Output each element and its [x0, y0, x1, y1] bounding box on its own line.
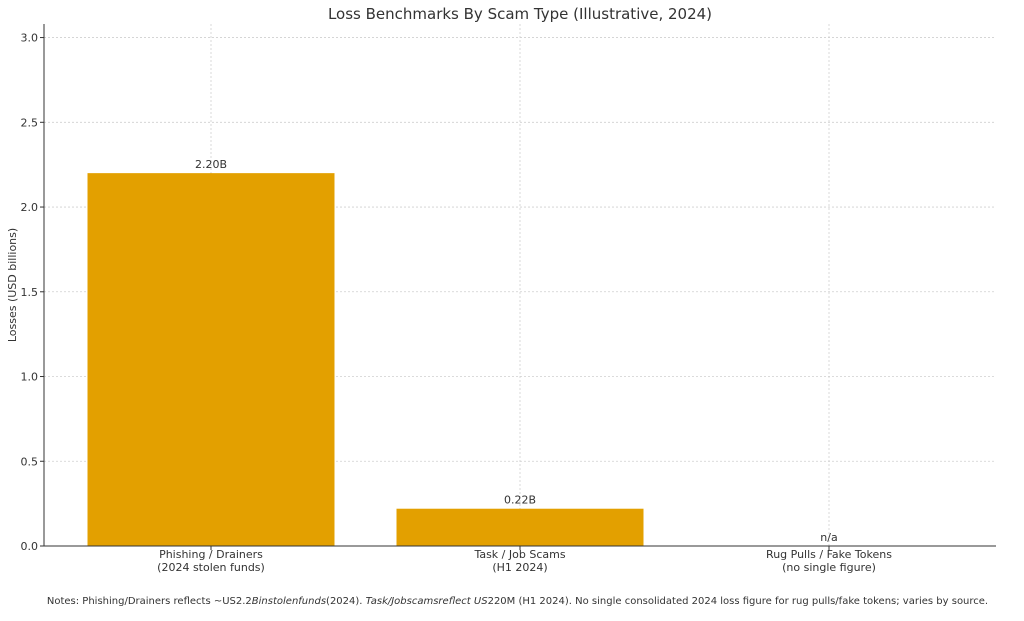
x-tick-label-line2: (2024 stolen funds)	[157, 561, 265, 574]
y-tick-label: 2.0	[21, 201, 39, 214]
y-axis-title: Losses (USD billions)	[6, 228, 19, 342]
bar	[396, 508, 644, 546]
notes-text-1: Notes: Phishing/Drainers reflects ~US2.2	[46, 596, 252, 607]
data-label: n/a	[820, 531, 837, 544]
data-label: 2.20B	[195, 158, 227, 171]
x-tick-label-line2: (no single figure)	[782, 561, 876, 574]
y-tick-label: 3.0	[21, 32, 39, 45]
y-tick-label: 0.5	[21, 455, 39, 468]
chart-title: Loss Benchmarks By Scam Type (Illustrati…	[328, 5, 712, 23]
grid-lines	[44, 24, 996, 547]
bar	[87, 173, 335, 546]
x-tick-label-line2: (H1 2024)	[492, 561, 547, 574]
data-label: 0.22B	[504, 494, 536, 507]
notes-italic-1: Binstolenfunds	[251, 596, 327, 607]
bars	[87, 173, 644, 546]
x-tick-label-line1: Phishing / Drainers	[159, 548, 263, 561]
notes-text-2: (2024).	[326, 596, 363, 607]
y-tick-label: 2.5	[21, 116, 39, 129]
notes-text-3: 220M (H1 2024). No single consolidated 2…	[487, 596, 989, 607]
x-axis-ticks: Phishing / Drainers(2024 stolen funds) Ta…	[157, 546, 892, 574]
x-tick-label-line1: Rug Pulls / Fake Tokens	[766, 548, 892, 561]
chart-notes: Notes: Phishing/Drainers reflects ~US2.2…	[30, 595, 1005, 608]
data-labels: 2.20B 0.22B n/a	[195, 158, 838, 544]
y-axis-ticks: 0.0 0.5 1.0 1.5 2.0 2.5 3.0	[21, 32, 44, 553]
y-tick-label: 0.0	[21, 540, 39, 553]
y-tick-label: 1.0	[21, 371, 39, 384]
notes-italic-2: Task/Jobscamsreflect US	[365, 596, 488, 607]
y-tick-label: 1.5	[21, 286, 39, 299]
x-tick-label-line1: Task / Job Scams	[473, 548, 565, 561]
